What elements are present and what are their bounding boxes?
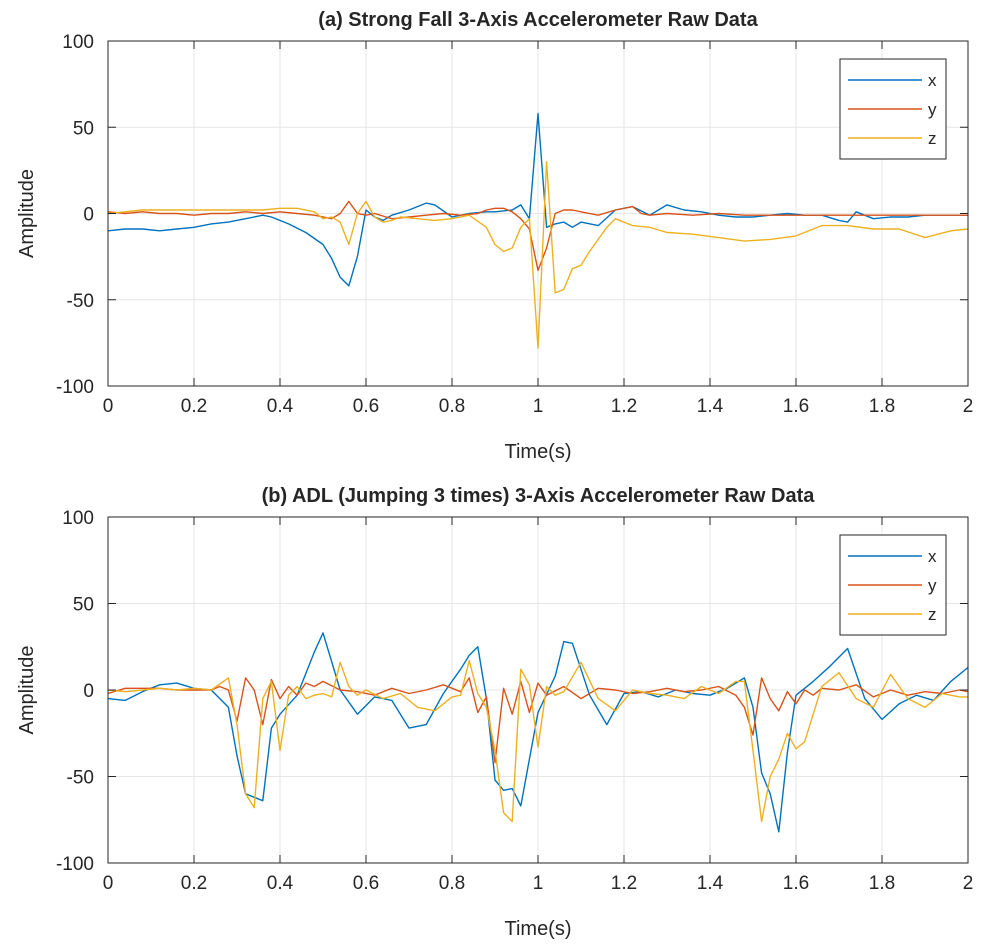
x-tick-label: 1 [533,396,544,417]
x-tick-label: 0.6 [353,873,379,894]
y-tick-label: -100 [56,377,94,398]
legend-label-z: z [928,605,937,624]
y-axis-label: Amplitude [16,169,38,258]
series-line-y [108,200,968,272]
chart-panel-a: 0 0.2 0.4 0.6 0.8 1 1.2 1.4 1.6 1.8 2 -100 -50 0 50 100… [16,9,973,463]
x-tick-label: 0.2 [181,396,207,417]
x-tick-label: 1.6 [783,873,809,894]
series-line-z [108,161,968,349]
chart-title: (a) Strong Fall 3-Axis Accelerometer Raw… [318,9,758,31]
y-tick-label: 50 [73,595,94,616]
y-axis-label: Amplitude [16,646,38,735]
x-tick-label: 0.8 [439,873,465,894]
x-tick-label: 0.4 [267,396,294,417]
x-axis-label: Time(s) [504,441,571,463]
legend-label-x: x [928,547,937,566]
x-tick-label: 0.4 [267,873,294,894]
y-tick-label: 100 [62,508,94,529]
x-axis-label: Time(s) [504,918,571,940]
y-tick-label: 0 [83,681,94,702]
y-tick-label: -50 [67,291,94,312]
legend: xyz [839,534,947,636]
x-tick-label: 1.8 [869,873,895,894]
chart-panel-b: 0 0.2 0.4 0.6 0.8 1 1.2 1.4 1.6 1.8 2 -100 -50 0 50 100… [16,485,973,940]
x-tick-label: 0.8 [439,396,465,417]
y-tick-label: -50 [67,768,94,789]
series-line-y [108,677,968,764]
series-line-z [108,659,968,823]
x-tick-label: 1.2 [611,396,637,417]
x-tick-label: 1.6 [783,396,809,417]
x-tick-label: 1.2 [611,873,637,894]
y-tick-label: 100 [62,32,94,53]
legend-label-x: x [928,71,937,90]
x-tick-label: 1.4 [697,396,724,417]
chart-title: (b) ADL (Jumping 3 times) 3-Axis Acceler… [262,485,816,507]
y-tick-label: 0 [83,205,94,226]
legend-label-y: y [928,100,937,119]
x-tick-label: 0.6 [353,396,379,417]
series-group [108,112,968,349]
x-tick-label: 0 [103,396,114,417]
y-tick-label: -100 [56,854,94,875]
x-tick-label: 2 [963,396,974,417]
x-tick-label: 0 [103,873,114,894]
legend-label-z: z [928,129,937,148]
series-group [108,632,968,833]
x-tick-label: 1 [533,873,544,894]
x-tick-label: 1.4 [697,873,724,894]
x-tick-label: 0.2 [181,873,207,894]
x-tick-label: 1.8 [869,396,895,417]
legend: xyz [839,58,947,160]
x-tick-label: 2 [963,873,974,894]
legend-label-y: y [928,576,937,595]
y-tick-label: 50 [73,118,94,139]
